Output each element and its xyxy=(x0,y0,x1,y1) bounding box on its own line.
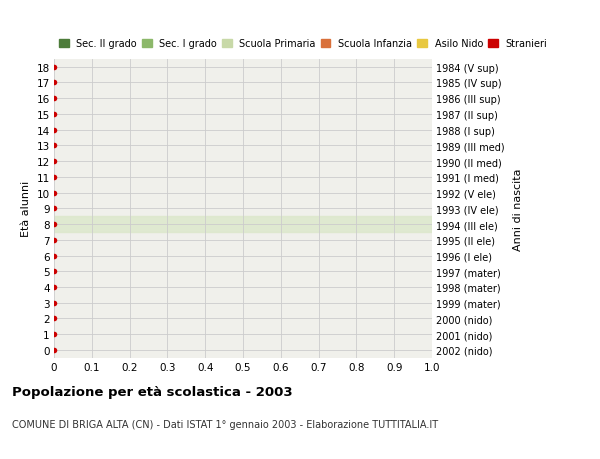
Text: Popolazione per età scolastica - 2003: Popolazione per età scolastica - 2003 xyxy=(12,385,293,398)
Text: COMUNE DI BRIGA ALTA (CN) - Dati ISTAT 1° gennaio 2003 - Elaborazione TUTTITALIA: COMUNE DI BRIGA ALTA (CN) - Dati ISTAT 1… xyxy=(12,419,438,429)
Legend: Sec. II grado, Sec. I grado, Scuola Primaria, Scuola Infanzia, Asilo Nido, Stran: Sec. II grado, Sec. I grado, Scuola Prim… xyxy=(59,39,547,49)
Bar xyxy=(54,217,432,232)
Y-axis label: Anni di nascita: Anni di nascita xyxy=(513,168,523,250)
Y-axis label: Età alunni: Età alunni xyxy=(21,181,31,237)
